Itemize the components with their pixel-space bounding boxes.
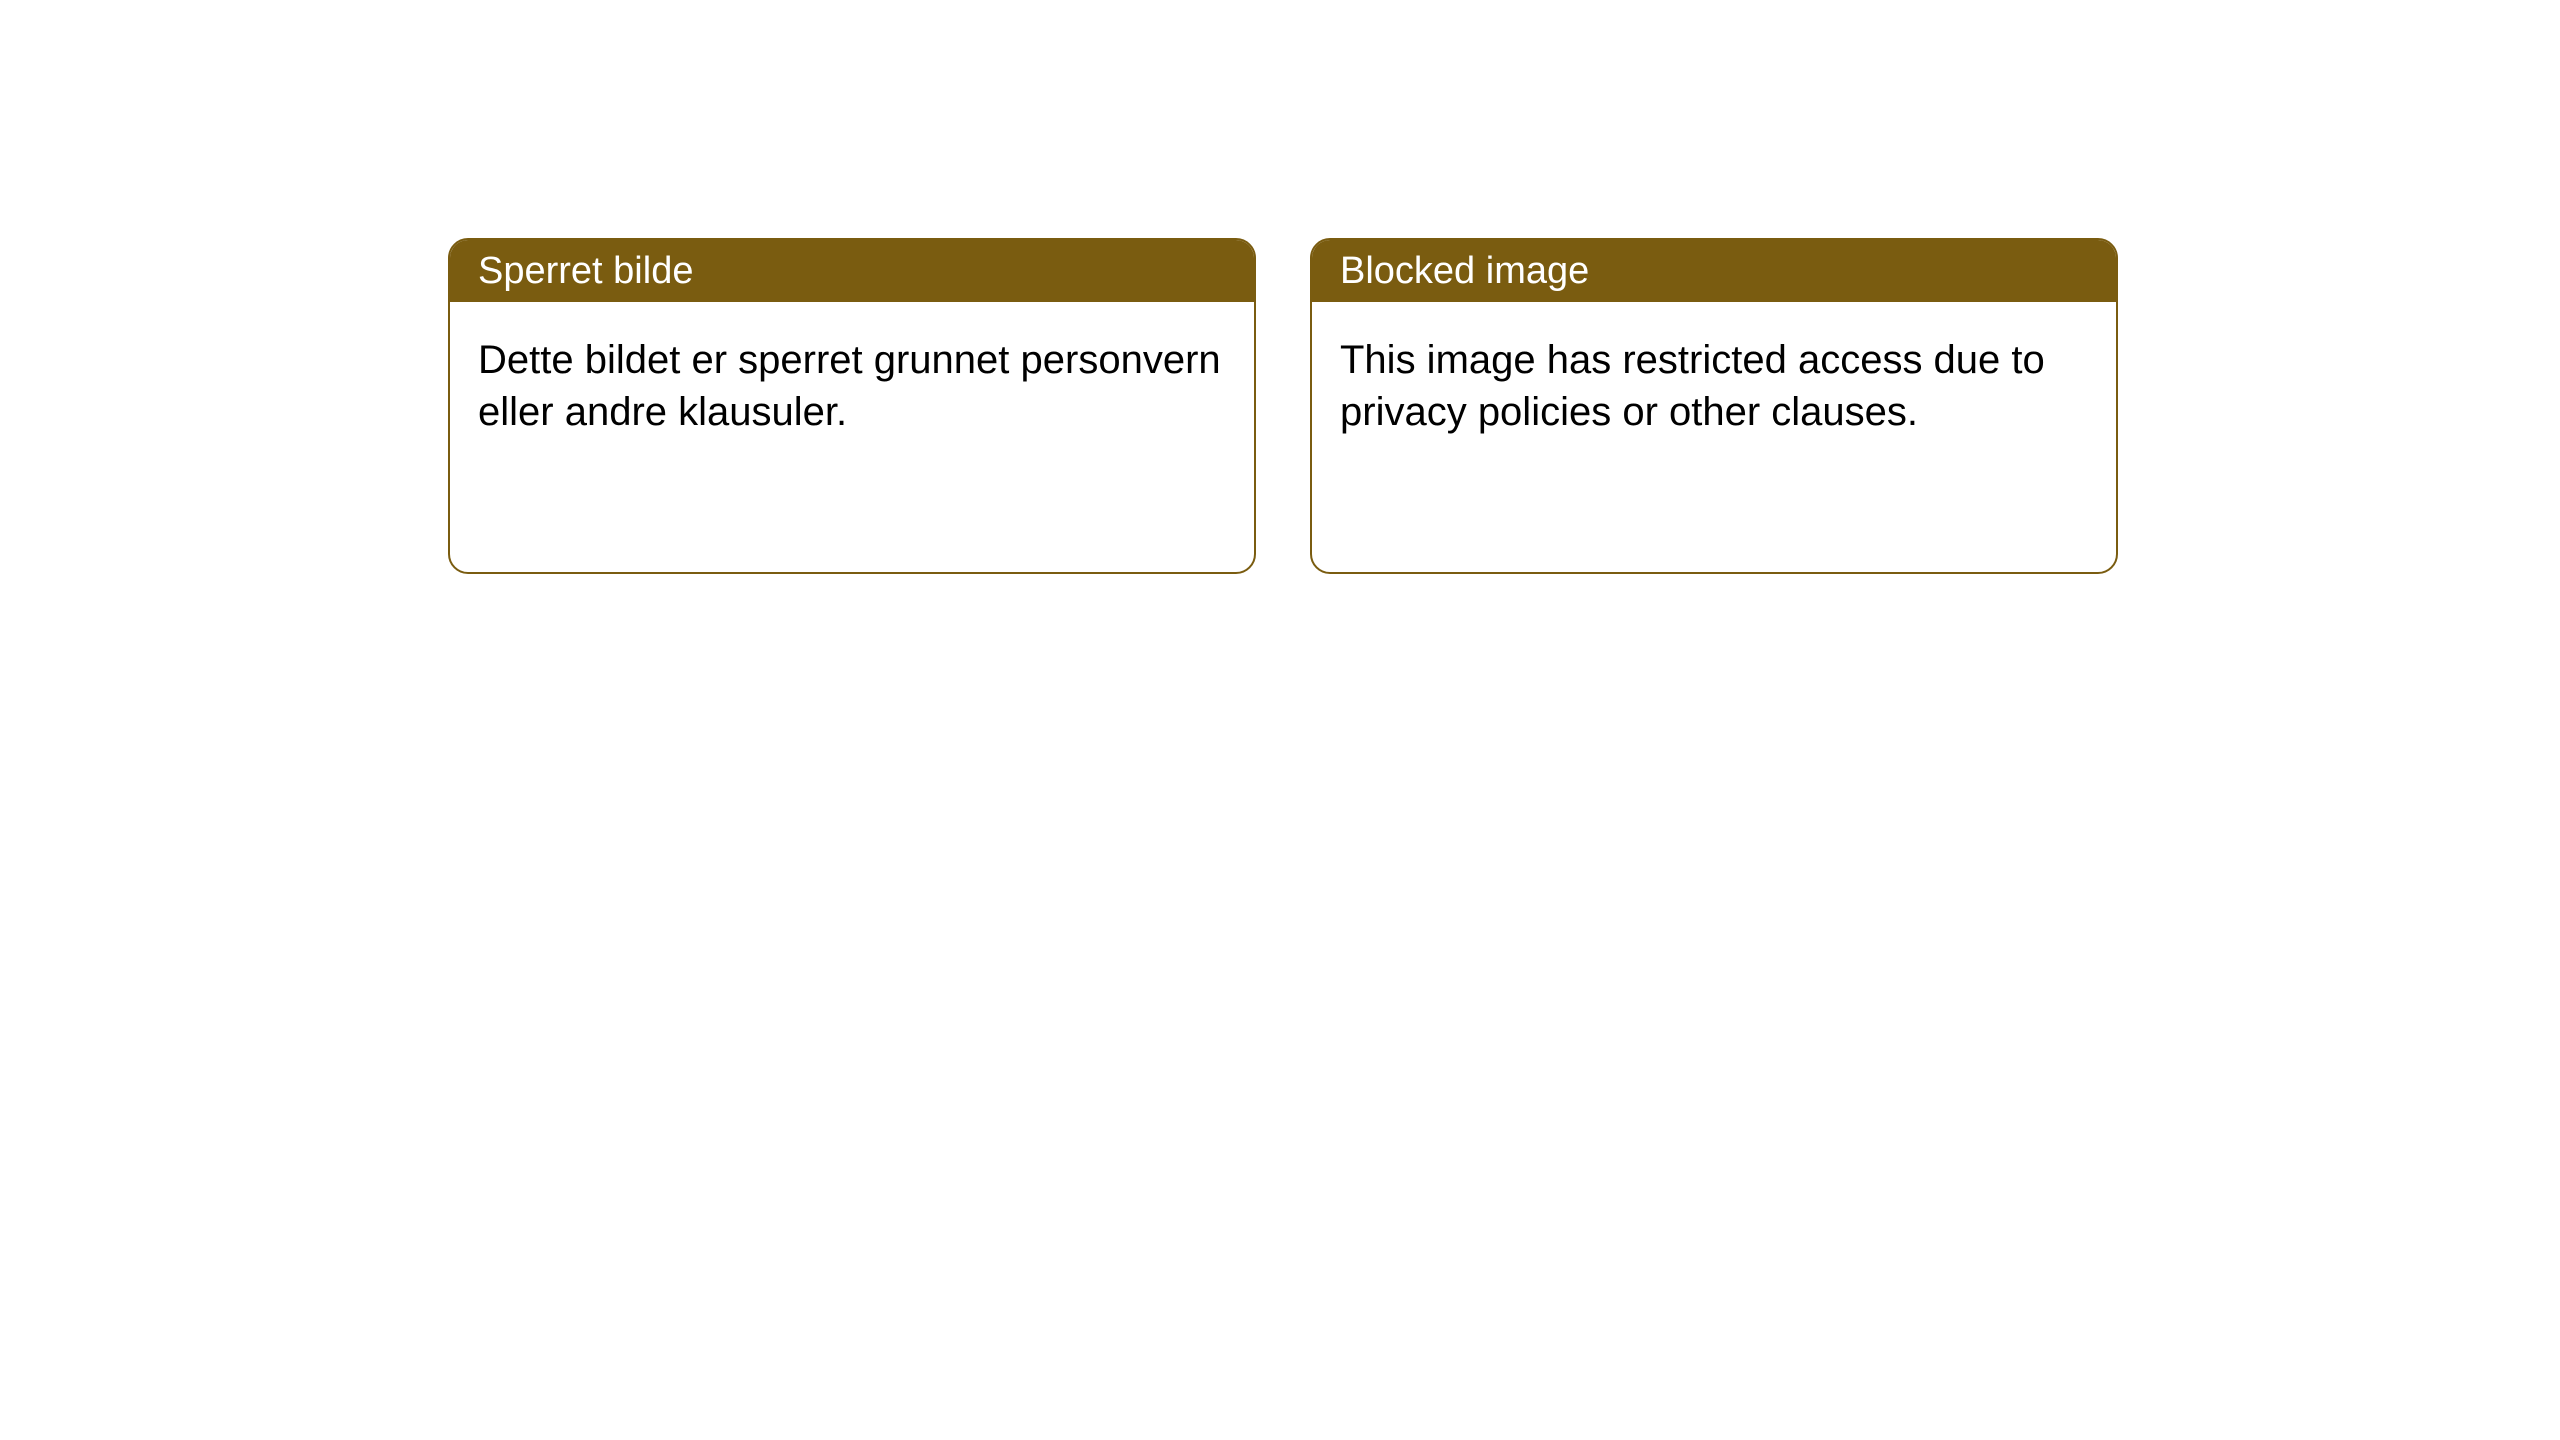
card-message: This image has restricted access due to … [1340, 338, 2045, 434]
card-message: Dette bildet er sperret grunnet personve… [478, 338, 1221, 434]
card-container: Sperret bilde Dette bildet er sperret gr… [0, 0, 2560, 574]
card-body-english: This image has restricted access due to … [1312, 302, 2116, 470]
card-title: Blocked image [1340, 250, 1589, 293]
card-title: Sperret bilde [478, 250, 693, 293]
card-norwegian: Sperret bilde Dette bildet er sperret gr… [448, 238, 1256, 574]
card-header-norwegian: Sperret bilde [450, 240, 1254, 302]
card-header-english: Blocked image [1312, 240, 2116, 302]
card-body-norwegian: Dette bildet er sperret grunnet personve… [450, 302, 1254, 470]
card-english: Blocked image This image has restricted … [1310, 238, 2118, 574]
